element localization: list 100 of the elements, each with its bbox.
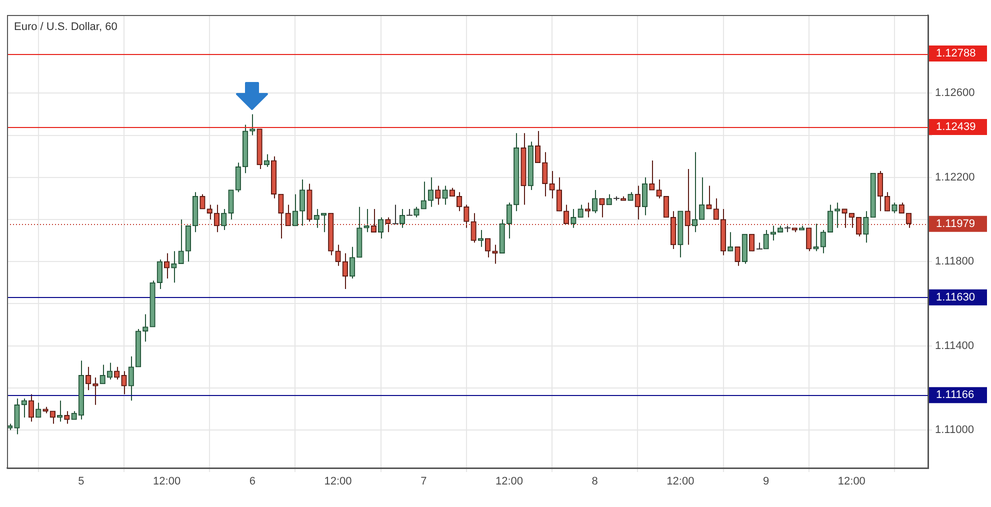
candlestick <box>728 232 734 252</box>
y-tick-label: 1.12200 <box>935 171 975 184</box>
candlestick <box>464 204 470 228</box>
candlestick <box>642 176 648 216</box>
candlestick <box>114 366 120 380</box>
y-tick-label: 1.12600 <box>935 87 975 100</box>
candlestick <box>28 394 34 422</box>
candlestick <box>370 208 377 233</box>
candlestick <box>106 362 113 380</box>
candlestick <box>806 227 812 252</box>
candlestick <box>684 168 690 246</box>
candlestick <box>748 234 755 252</box>
candlestick <box>756 242 763 250</box>
candlestick <box>456 192 462 212</box>
candlestick <box>713 198 719 220</box>
candlestick <box>228 190 234 220</box>
x-tick-label: 12:00 <box>153 476 181 488</box>
candlestick <box>898 202 904 214</box>
candlestick <box>599 198 605 218</box>
candlestick <box>656 178 662 199</box>
candlestick <box>584 202 591 218</box>
text: Euro / U.S. Dollar, 60 <box>14 21 118 34</box>
candlestick <box>570 208 576 228</box>
candlestick <box>264 154 270 168</box>
candlestick <box>813 223 819 252</box>
candlestick <box>250 114 256 136</box>
candlestick <box>221 208 227 231</box>
x-tick-label: 12:00 <box>495 476 523 488</box>
candlestick <box>706 185 712 210</box>
candlestick <box>542 152 548 197</box>
ref-line-label: 1.11979 <box>936 218 975 230</box>
candlestick <box>842 208 848 228</box>
candlestick <box>563 204 570 224</box>
candlestick <box>64 410 70 424</box>
candlestick <box>763 230 769 250</box>
x-tick-label: 7 <box>420 476 427 488</box>
candlestick <box>442 185 448 206</box>
candlestick <box>392 204 399 224</box>
candlestick <box>827 204 834 233</box>
x-tick-label: 12:00 <box>838 476 866 488</box>
candlestick <box>314 208 320 228</box>
candlestick <box>385 216 391 233</box>
candlestick <box>649 160 655 191</box>
candlestick <box>235 162 241 193</box>
candlestick <box>834 202 840 228</box>
x-tick-label: 6 <box>249 476 256 488</box>
candlestick <box>414 206 420 218</box>
candlestick <box>699 176 705 220</box>
x-tick-label: 12:00 <box>666 476 694 488</box>
candlestick <box>50 410 56 424</box>
candlestick <box>428 176 434 208</box>
candlestick <box>906 212 912 228</box>
candlestick <box>435 185 441 206</box>
y-tick-label: 1.11800 <box>935 256 974 268</box>
x-tick-label: 5 <box>78 476 84 488</box>
candlestick <box>14 398 20 435</box>
candlestick <box>121 370 127 395</box>
candlestick <box>420 181 426 210</box>
candlestick <box>342 252 348 290</box>
candlestick <box>214 204 220 233</box>
x-tick-label: 12:00 <box>324 476 352 488</box>
ref-line-label: 1.11630 <box>936 291 975 304</box>
candlestick <box>349 246 356 279</box>
candlestick <box>506 202 512 239</box>
candlestick <box>399 208 406 228</box>
candlestick <box>634 185 640 220</box>
candlestick <box>884 192 890 212</box>
candlestick <box>36 402 42 418</box>
candlestick <box>470 212 476 244</box>
ref-line-label: 1.12439 <box>936 121 976 134</box>
candlestick <box>292 194 298 226</box>
candlestick <box>592 190 598 214</box>
candlestick <box>278 194 284 239</box>
candlestick <box>856 216 862 237</box>
ref-line-label: 1.11166 <box>936 389 974 402</box>
candlestick <box>378 216 384 239</box>
candlestick <box>206 204 212 220</box>
candlestick <box>692 152 698 233</box>
candlestick <box>142 314 148 342</box>
candlestick <box>556 176 562 212</box>
candlestick <box>478 230 484 248</box>
candlestick <box>56 400 63 422</box>
candlestick <box>820 230 826 254</box>
y-tick-label: 1.11000 <box>935 424 974 436</box>
x-tick-label: 9 <box>762 476 770 488</box>
candlestick <box>128 356 134 402</box>
y-tick-label: 1.11400 <box>935 340 974 352</box>
candlestick <box>178 218 184 264</box>
candlestick <box>164 252 170 279</box>
candlestick <box>485 238 491 258</box>
candlestick <box>285 204 291 226</box>
candlestick <box>300 178 306 226</box>
x-tick-label: 8 <box>592 476 598 488</box>
ref-line-label: 1.12788 <box>936 48 976 60</box>
candlestick <box>185 225 192 262</box>
candlestick <box>406 208 413 216</box>
candlestick <box>156 259 162 290</box>
candlestick <box>100 364 106 384</box>
candlestick <box>606 194 612 206</box>
candlestick <box>549 170 555 199</box>
